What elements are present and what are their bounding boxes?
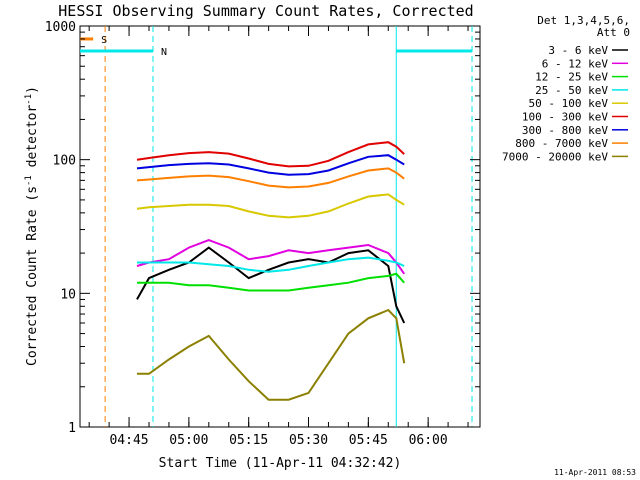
legend-label: 25 - 50 keV xyxy=(535,84,608,97)
legend-header: Det 1,3,4,5,6, xyxy=(537,14,630,27)
x-axis: 04:45 05:00 05:15 05:30 05:45 06:00 xyxy=(88,26,469,448)
legend-label: 12 - 25 keV xyxy=(535,71,608,84)
flags-layer: SN xyxy=(80,26,473,427)
legend-label: 300 - 800 keV xyxy=(522,124,608,137)
series-line xyxy=(136,167,405,189)
legend-label: 7000 - 20000 keV xyxy=(502,150,608,163)
legend-label: 100 - 300 keV xyxy=(522,111,608,124)
legend-header: Att 0 xyxy=(597,26,630,39)
x-tick-label: 04:45 xyxy=(109,433,148,448)
x-tick-label: 05:45 xyxy=(349,433,388,448)
y-tick-label: 10 xyxy=(60,287,76,302)
timestamp: 11-Apr-2011 08:53 xyxy=(554,468,636,477)
flag-label: N xyxy=(161,47,167,58)
series-line xyxy=(136,246,406,324)
legend-label: 800 - 7000 keV xyxy=(515,137,608,150)
x-tick-label: 05:15 xyxy=(229,433,268,448)
series-line xyxy=(137,272,405,292)
y-tick-label: 1 xyxy=(68,421,76,436)
series-line xyxy=(136,154,405,176)
flag-label: S xyxy=(101,35,107,46)
y-axis: 1 10 100 1000 xyxy=(45,20,480,436)
series-line xyxy=(136,239,406,275)
y-tick-label: 100 xyxy=(53,154,76,169)
series-line xyxy=(136,193,405,219)
series-line xyxy=(137,256,405,273)
series-line xyxy=(136,141,405,168)
plot-frame xyxy=(79,25,481,428)
series-line xyxy=(137,308,406,401)
legend-label: 6 - 12 keV xyxy=(542,57,609,70)
x-tick-label: 05:00 xyxy=(169,433,208,448)
x-axis-label: Start Time (11-Apr-11 04:32:42) xyxy=(159,456,402,471)
x-tick-label: 05:30 xyxy=(289,433,328,448)
y-axis-label: Corrected Count Rate (s-1 detector-1) xyxy=(24,86,40,366)
x-tick-label: 06:00 xyxy=(409,433,448,448)
chart-title: HESSI Observing Summary Count Rates, Cor… xyxy=(58,2,473,20)
y-tick-label: 1000 xyxy=(45,20,76,35)
legend-label: 3 - 6 keV xyxy=(548,44,608,57)
legend-label: 50 - 100 keV xyxy=(529,97,609,110)
series-layer xyxy=(136,141,406,401)
